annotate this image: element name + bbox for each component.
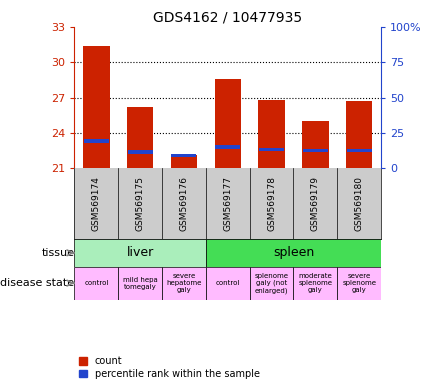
Bar bbox=[346, 101, 372, 168]
Text: GSM569179: GSM569179 bbox=[311, 176, 320, 231]
Bar bbox=[172, 154, 197, 157]
Text: splenome
galy (not
enlarged): splenome galy (not enlarged) bbox=[254, 273, 289, 294]
Text: GSM569178: GSM569178 bbox=[267, 176, 276, 231]
Bar bbox=[206, 239, 381, 267]
Text: severe
hepatome
galy: severe hepatome galy bbox=[166, 273, 201, 293]
Bar bbox=[347, 149, 371, 152]
Text: GSM569177: GSM569177 bbox=[223, 176, 232, 231]
Legend: count, percentile rank within the sample: count, percentile rank within the sample bbox=[79, 356, 260, 379]
Text: GSM569175: GSM569175 bbox=[136, 176, 145, 231]
Bar bbox=[74, 239, 206, 267]
Text: moderate
splenome
galy: moderate splenome galy bbox=[298, 273, 332, 293]
Text: control: control bbox=[84, 280, 109, 286]
Bar bbox=[162, 267, 206, 300]
Bar bbox=[302, 121, 328, 168]
Bar bbox=[127, 107, 153, 168]
Title: GDS4162 / 10477935: GDS4162 / 10477935 bbox=[153, 10, 302, 24]
Bar bbox=[250, 267, 293, 300]
Bar bbox=[84, 139, 109, 143]
Bar bbox=[128, 150, 153, 154]
Text: tissue: tissue bbox=[42, 248, 74, 258]
Bar bbox=[83, 46, 110, 168]
Text: control: control bbox=[215, 280, 240, 286]
Text: mild hepa
tomegaly: mild hepa tomegaly bbox=[123, 276, 158, 290]
Text: spleen: spleen bbox=[273, 246, 314, 259]
Bar bbox=[303, 149, 328, 152]
Text: GSM569174: GSM569174 bbox=[92, 176, 101, 231]
Bar bbox=[118, 267, 162, 300]
Bar bbox=[337, 267, 381, 300]
Text: disease state: disease state bbox=[0, 278, 74, 288]
Text: severe
splenome
galy: severe splenome galy bbox=[342, 273, 376, 293]
Bar bbox=[293, 267, 337, 300]
Bar bbox=[258, 100, 285, 168]
Bar bbox=[215, 145, 240, 149]
Text: GSM569176: GSM569176 bbox=[180, 176, 188, 231]
Text: liver: liver bbox=[127, 246, 154, 259]
Bar bbox=[206, 267, 250, 300]
Bar bbox=[74, 267, 118, 300]
Bar bbox=[215, 79, 241, 168]
Bar bbox=[171, 155, 197, 168]
Text: GSM569180: GSM569180 bbox=[355, 176, 364, 231]
Bar bbox=[259, 147, 284, 151]
